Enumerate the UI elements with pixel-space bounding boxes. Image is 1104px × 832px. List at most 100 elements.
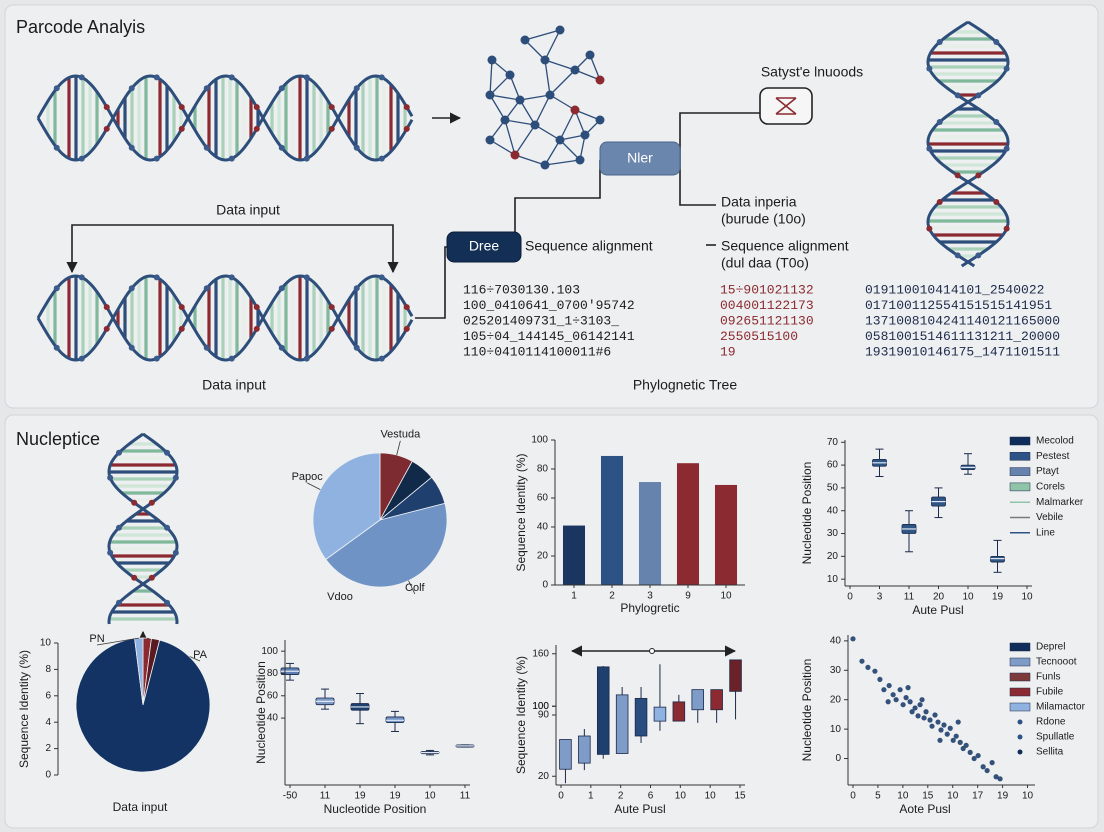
annotation: Vdoo [327, 591, 353, 603]
sequence-line: 110÷0410114100011#6 [463, 344, 611, 359]
y-tick-label: 40 [267, 713, 279, 724]
network-node [530, 120, 540, 130]
legend-label: Vebile [1036, 512, 1064, 523]
label: Data input [216, 202, 280, 218]
legend-swatch [1009, 687, 1031, 697]
x-tick-label: 0 [558, 791, 564, 802]
x-tick-label: 10 [1021, 592, 1033, 603]
helix-node [328, 304, 335, 311]
icon [775, 97, 797, 115]
bar [562, 525, 586, 585]
x-tick-label: 1 [571, 591, 577, 602]
x-tick-label: 15 [734, 791, 746, 802]
slice-label: PN [89, 633, 104, 645]
bar [676, 463, 700, 585]
y-tick-label: 40 [830, 636, 842, 647]
helix-node [378, 74, 385, 81]
y-tick-label: 30 [827, 528, 839, 539]
sequence-line: 017100112554151515141951 [865, 298, 1052, 313]
scatter-point [967, 749, 973, 755]
slice-label: Vestuda [380, 429, 421, 441]
y-tick-label: 60 [267, 690, 279, 701]
x-axis-label: Data input [113, 800, 168, 814]
helix-node [303, 274, 310, 281]
candle-body [615, 694, 629, 754]
y-tick-label: 100 [532, 701, 549, 712]
helix-node [403, 104, 410, 111]
helix-node [78, 155, 85, 162]
x-tick-label: 3 [877, 592, 883, 603]
candle-body [710, 689, 723, 711]
legend-label: Fubile [1036, 687, 1064, 698]
network-node [485, 90, 495, 100]
y-tick-label: 0 [542, 580, 548, 591]
label: (burude (10o) [721, 211, 806, 227]
sequence-line: 1371008104241140121165000 [865, 313, 1060, 328]
y-tick-label: 50 [827, 483, 839, 494]
helix-node [228, 74, 235, 81]
x-tick-label: 11 [904, 592, 915, 603]
helix-node [403, 125, 410, 132]
legend-swatch [1009, 452, 1031, 461]
x-tick-label: 10 [1022, 791, 1034, 802]
bar [600, 455, 624, 585]
legend-swatch [1009, 467, 1031, 476]
x-tick-label: 10 [424, 791, 436, 802]
network-edge [524, 29, 561, 41]
leader-line [306, 482, 321, 490]
network-node [545, 90, 555, 100]
x-tick-label: 0 [850, 791, 856, 802]
sequence-line: 19 [720, 344, 736, 359]
leader-line [396, 440, 401, 456]
network-edge [549, 94, 576, 111]
y-axis-label: Nucleotide Position [800, 659, 814, 762]
helix-node [328, 125, 335, 132]
scatter-point [907, 699, 913, 705]
helix-node [253, 304, 260, 311]
scatter-point [919, 697, 925, 703]
legend-label: Milamactor [1036, 702, 1086, 713]
network-node [515, 95, 525, 105]
x-tick-label: 1 [588, 791, 594, 802]
scatter-point [997, 776, 1003, 782]
network-node [510, 150, 520, 160]
helix-node [172, 474, 179, 481]
scatter-point [944, 731, 950, 737]
helix-node [328, 104, 335, 111]
helix-node [164, 524, 171, 531]
helix-node [993, 39, 1000, 45]
scatter-point [890, 692, 896, 698]
sequence-line: 19319010146175_1471101511 [865, 344, 1060, 359]
helix-node [954, 92, 961, 99]
helix-node [153, 274, 160, 281]
scatter-point [900, 702, 906, 708]
x-tick-label: 17 [972, 791, 984, 802]
legend-swatch [1017, 719, 1023, 725]
slice-label: PA [193, 649, 208, 661]
slice-label: Colf [405, 582, 426, 594]
sequence-line: 092651121130 [720, 313, 814, 328]
network-edge [544, 29, 561, 61]
helix-node [203, 285, 210, 292]
scatter-point [881, 687, 887, 693]
helix-node [53, 144, 60, 151]
y-tick-label: 20 [827, 551, 839, 562]
helix-node [353, 144, 360, 151]
y-axis-label: Sequence Identity (%) [17, 650, 31, 768]
sequence-line: 116÷7030130.103 [463, 282, 580, 297]
y-tick-label: 4 [45, 717, 51, 728]
y-axis-label: Sequence Identity (%) [514, 453, 528, 571]
connector [679, 158, 716, 206]
legend-label: Ptayt [1036, 466, 1059, 477]
helix-node [178, 304, 185, 311]
x-tick-label: 19 [389, 791, 401, 802]
y-axis-label: Sequence Identity (%) [514, 656, 528, 774]
y-tick-label: 100 [261, 646, 278, 657]
network-edge [544, 159, 581, 166]
network-node [500, 115, 510, 125]
network-edge [524, 39, 546, 61]
x-tick-label: 10 [962, 592, 974, 603]
helix-node [993, 199, 1000, 205]
x-tick-label: -50 [283, 791, 298, 802]
